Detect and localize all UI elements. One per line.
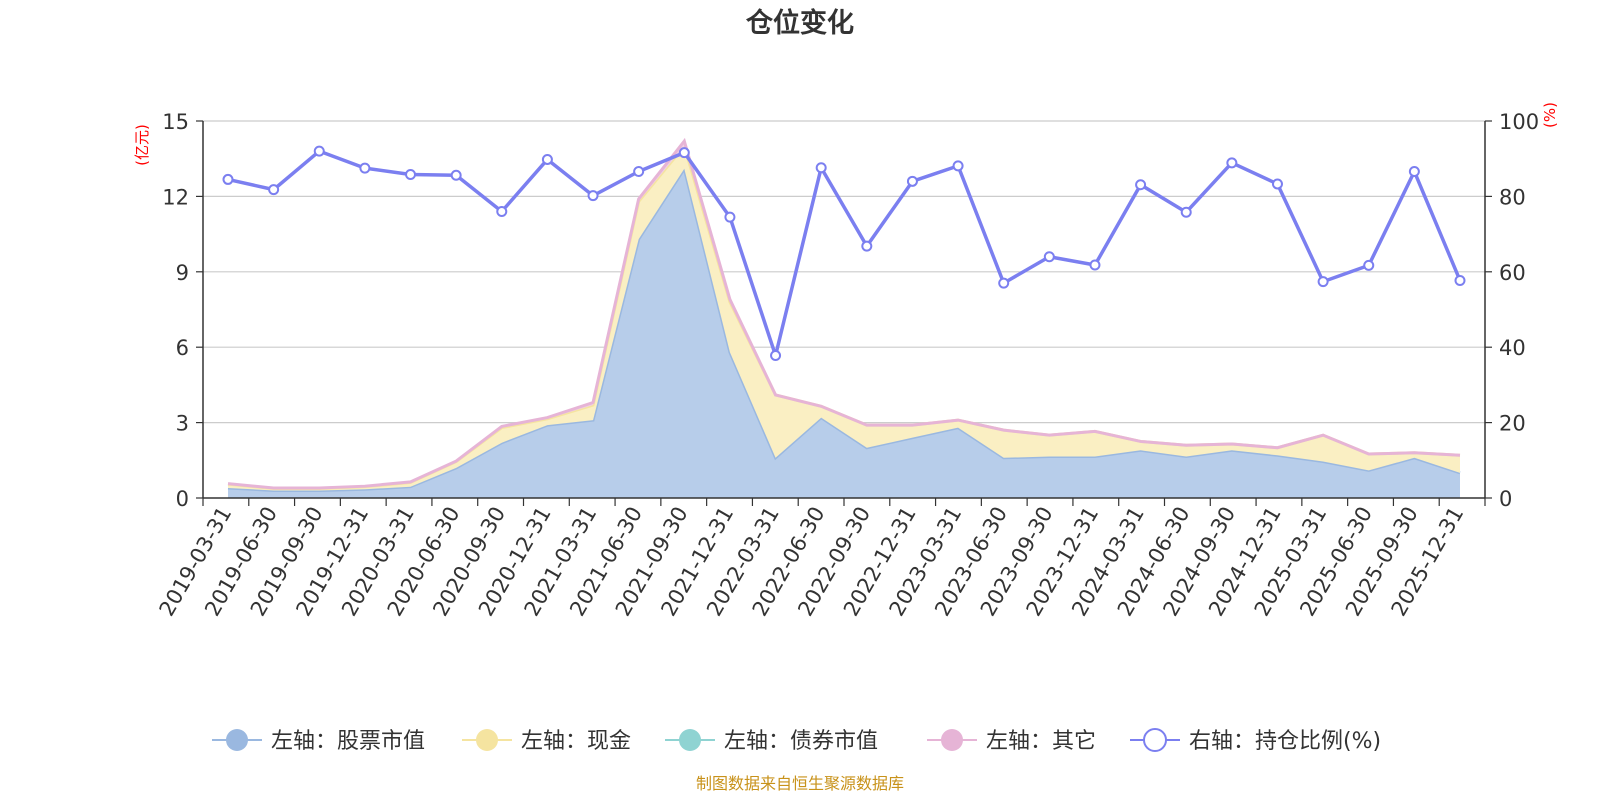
line-layer bbox=[222, 145, 1466, 361]
legend-label: 右轴：持仓比例(%) bbox=[1189, 729, 1381, 754]
ratio-point bbox=[633, 166, 645, 178]
ratio-point bbox=[1317, 276, 1329, 288]
ratio-point bbox=[678, 147, 690, 159]
right-tick-label: 60 bbox=[1499, 261, 1526, 285]
left-tick-label: 6 bbox=[176, 336, 189, 360]
area-layer bbox=[227, 137, 1461, 498]
ratio-point bbox=[1454, 274, 1466, 286]
ratio-point bbox=[268, 184, 280, 196]
left-tick-label: 12 bbox=[162, 185, 189, 209]
right-tick-label: 100 bbox=[1499, 110, 1539, 134]
right-tick-label: 40 bbox=[1499, 336, 1526, 360]
legend-marker bbox=[476, 729, 498, 751]
ratio-point bbox=[405, 169, 417, 181]
ratio-point bbox=[1271, 178, 1283, 190]
left-tick-label: 0 bbox=[176, 487, 189, 511]
ratio-point bbox=[1089, 259, 1101, 271]
legend-label: 左轴：股票市值 bbox=[271, 729, 425, 754]
ratio-point bbox=[998, 277, 1010, 289]
ratio-point bbox=[496, 205, 508, 217]
legend-marker bbox=[941, 729, 963, 751]
grid-layer bbox=[203, 120, 1485, 424]
ratio-point bbox=[770, 349, 782, 361]
legend-marker bbox=[226, 729, 248, 751]
right-tick-label: 0 bbox=[1499, 487, 1512, 511]
ratio-point bbox=[1408, 166, 1420, 178]
legend: 左轴：股票市值 左轴：现金 左轴：债券市值 左轴：其它 右轴：持仓比例(%) bbox=[212, 728, 1381, 754]
ratio-point bbox=[1043, 251, 1055, 263]
ratio-point bbox=[541, 153, 553, 165]
area-line-series-4 bbox=[227, 137, 1461, 490]
ratio-point bbox=[1226, 157, 1238, 169]
left-tick-label: 15 bbox=[162, 110, 189, 134]
legend-label: 左轴：债券市值 bbox=[724, 729, 878, 754]
ratio-point bbox=[359, 162, 371, 174]
ratio-point bbox=[450, 169, 462, 181]
ratio-point bbox=[222, 173, 234, 185]
ratio-point bbox=[724, 211, 736, 223]
ratio-point bbox=[1135, 179, 1147, 191]
left-tick-label: 3 bbox=[176, 412, 189, 436]
legend-marker bbox=[679, 729, 701, 751]
axis-layer: 036912150204060801002019-03-312019-06-30… bbox=[155, 110, 1540, 620]
ratio-point bbox=[906, 175, 918, 187]
chart-title: 仓位变化 bbox=[745, 7, 854, 39]
ratio-point bbox=[952, 160, 964, 172]
ratio-point bbox=[1180, 206, 1192, 218]
right-tick-label: 20 bbox=[1499, 412, 1526, 436]
ratio-point bbox=[313, 145, 325, 157]
legend-label: 左轴：其它 bbox=[986, 729, 1096, 754]
ratio-point bbox=[1363, 259, 1375, 271]
left-tick-label: 9 bbox=[176, 261, 189, 285]
legend-marker bbox=[1143, 728, 1167, 752]
area-series-2 bbox=[228, 146, 1460, 491]
right-axis-unit: (%) bbox=[1541, 102, 1559, 128]
ratio-line bbox=[227, 149, 1462, 358]
source-note: 制图数据来自恒生聚源数据库 bbox=[696, 774, 904, 793]
ratio-point bbox=[587, 190, 599, 202]
left-axis-unit: (亿元) bbox=[133, 124, 151, 166]
ratio-point bbox=[815, 162, 827, 174]
ratio-point bbox=[861, 240, 873, 252]
right-tick-label: 80 bbox=[1499, 185, 1526, 209]
legend-label: 左轴：现金 bbox=[521, 729, 631, 754]
